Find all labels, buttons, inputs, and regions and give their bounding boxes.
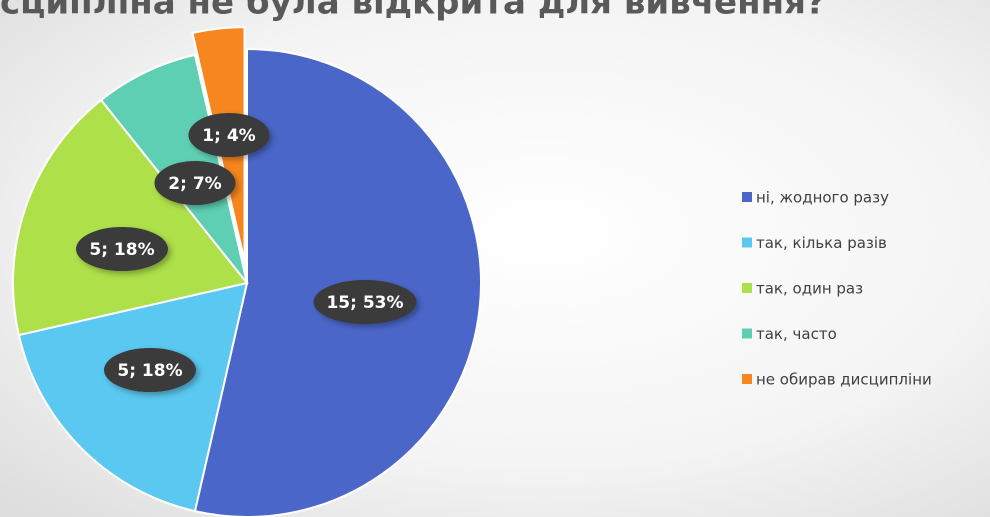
pie-slice xyxy=(17,281,249,513)
legend-label: не обирав дисципліни xyxy=(756,371,932,389)
label-bubble xyxy=(154,161,236,205)
legend-label: так, один раз xyxy=(756,280,863,298)
label-bubble xyxy=(188,113,270,157)
legend-label: так, часто xyxy=(756,325,837,343)
data-label: 15; 53% xyxy=(326,293,403,313)
pie-slice xyxy=(12,98,249,337)
pie-slice xyxy=(193,47,482,517)
legend-label: так, кілька разів xyxy=(756,234,887,252)
legend-label: ні, жодного разу xyxy=(756,189,889,207)
label-bubble xyxy=(104,348,196,392)
legend-swatch xyxy=(742,237,752,248)
data-label: 2; 7% xyxy=(168,174,221,194)
legend-swatch xyxy=(742,328,752,339)
label-bubble xyxy=(76,227,168,271)
data-label: 5; 18% xyxy=(89,240,154,260)
legend: ні, жодного разу так, кілька разів так, од… xyxy=(742,189,932,389)
data-label: 5; 18% xyxy=(117,361,182,381)
legend-swatch xyxy=(742,283,752,293)
data-labels: 15; 53% 5; 18% 5; 18% 2; 7% 1; 4% xyxy=(76,113,417,392)
data-label: 1; 4% xyxy=(202,126,255,146)
label-bubble xyxy=(313,280,417,324)
chart-title: сципліна не була відкрита для вивчення? xyxy=(0,0,826,23)
legend-swatch xyxy=(742,192,752,202)
legend-swatch xyxy=(742,374,752,384)
